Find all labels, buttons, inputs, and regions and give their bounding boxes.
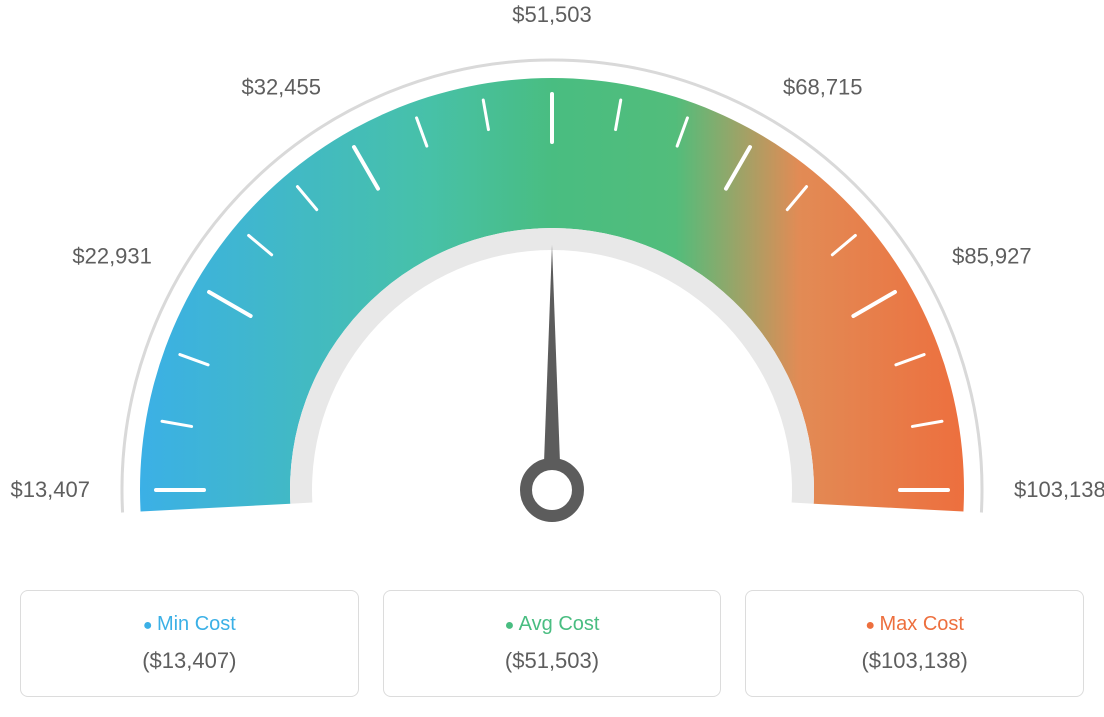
gauge-tick-label: $68,715 <box>783 74 863 100</box>
legend-max-title: Max Cost <box>758 613 1071 636</box>
gauge-tick-label: $32,455 <box>241 74 321 100</box>
legend-min-value: ($13,407) <box>33 648 346 674</box>
legend-min-card: Min Cost ($13,407) <box>20 590 359 697</box>
gauge-tick-label: $85,927 <box>952 243 1032 269</box>
legend-avg-value: ($51,503) <box>396 648 709 674</box>
gauge-tick-label: $22,931 <box>72 243 152 269</box>
legend-max-card: Max Cost ($103,138) <box>745 590 1084 697</box>
gauge-svg <box>20 20 1084 560</box>
gauge-tick-label: $13,407 <box>10 477 90 503</box>
gauge-tick-label: $103,138 <box>1014 477 1104 503</box>
legend-avg-card: Avg Cost ($51,503) <box>383 590 722 697</box>
legend-avg-title: Avg Cost <box>396 613 709 636</box>
gauge-tick-label: $51,503 <box>512 2 592 28</box>
legend-max-value: ($103,138) <box>758 648 1071 674</box>
gauge-chart: $13,407$22,931$32,455$51,503$68,715$85,9… <box>20 20 1084 697</box>
legend-min-title: Min Cost <box>33 613 346 636</box>
legend-row: Min Cost ($13,407) Avg Cost ($51,503) Ma… <box>20 590 1084 697</box>
